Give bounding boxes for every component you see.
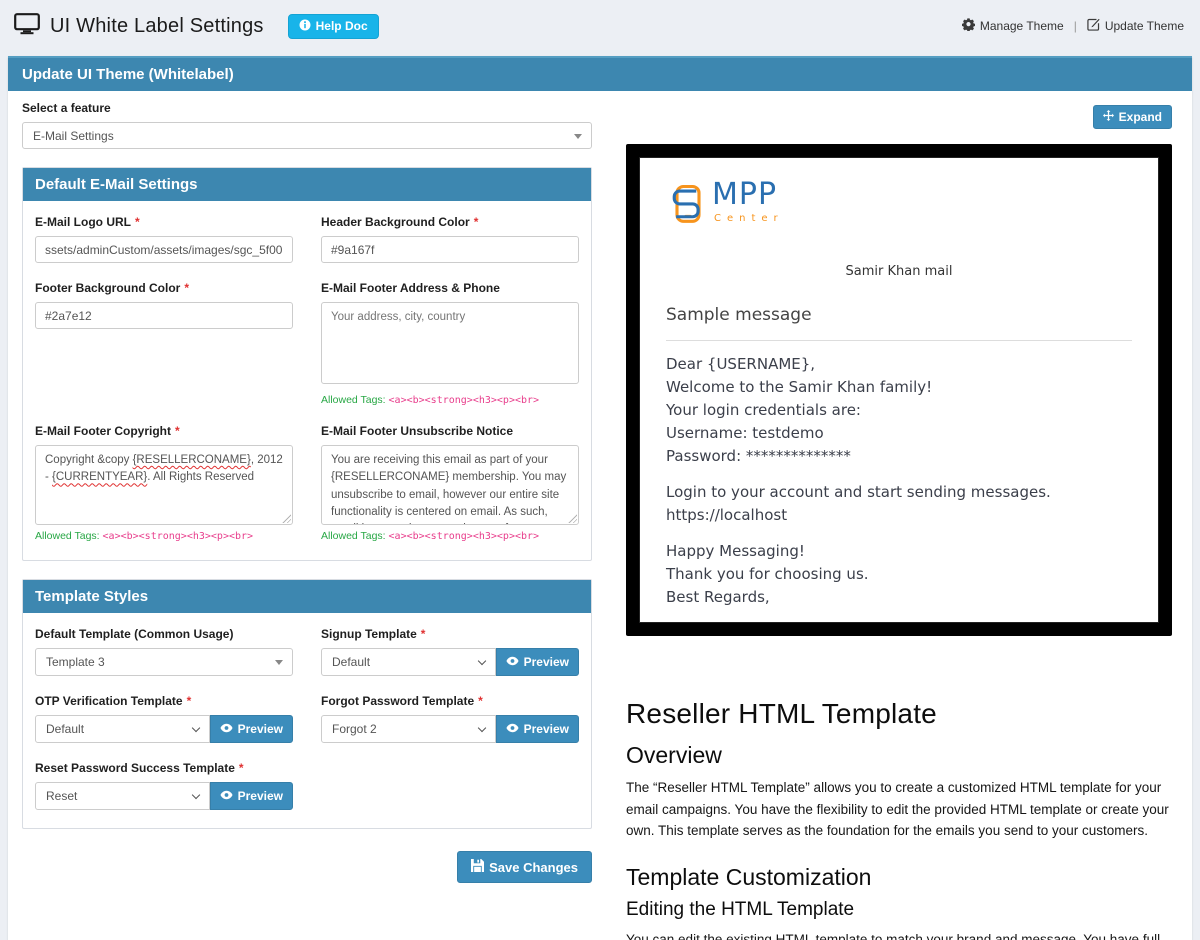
resize-grip[interactable] <box>567 513 577 523</box>
mail-subject: Sample message <box>666 305 812 325</box>
required-marker: * <box>238 761 244 775</box>
field-otp-template: OTP Verification Template * Default Previ… <box>35 694 293 743</box>
docs-overview-heading: Overview <box>626 742 722 768</box>
otp-preview-button[interactable]: Preview <box>209 715 293 743</box>
required-marker: * <box>420 627 426 641</box>
mail-url: https://localhost <box>666 506 788 524</box>
required-marker: * <box>175 424 180 438</box>
docs-customization-heading: Template Customization <box>626 863 872 890</box>
allowed-tags-note: Allowed Tags: <a><b><strong><h3><p><br> <box>35 530 254 542</box>
mail-happy: Happy Messaging! <box>666 542 805 560</box>
footer-address-textarea[interactable] <box>321 302 579 384</box>
reset-template-select[interactable]: Reset <box>35 782 210 810</box>
monitor-icon <box>14 12 40 40</box>
docs-title: Reseller HTML Template <box>626 698 937 729</box>
update-theme-link[interactable]: Update Theme <box>1087 18 1184 34</box>
field-reset-template: Reset Password Success Template * Reset P… <box>35 761 293 810</box>
mail-password: Password: ************** <box>666 447 851 465</box>
mail-thanks: Thank you for choosing us. <box>666 565 869 583</box>
eye-icon <box>220 789 233 803</box>
banner-title: Update UI Theme (Whitelabel) <box>8 56 1192 91</box>
chevron-down-icon <box>191 790 200 800</box>
docs-section: Reseller HTML Template Overview The “Res… <box>626 698 1172 940</box>
forgot-preview-button[interactable]: Preview <box>495 715 579 743</box>
logo-subtext: Center <box>714 213 784 224</box>
field-email-logo-url: E-Mail Logo URL * <box>35 215 293 263</box>
template-styles-panel: Template Styles Default Template (Common… <box>22 579 592 829</box>
email-preview-screen: MPP Center Samir Khan mail Sample messag… <box>639 157 1159 623</box>
required-marker: * <box>473 215 479 229</box>
chevron-down-icon <box>477 723 486 733</box>
mail-login-line: Login to your account and start sending … <box>666 483 1051 501</box>
forgot-template-select[interactable]: Forgot 2 <box>321 715 496 743</box>
eye-icon <box>506 722 519 736</box>
eye-icon <box>220 722 233 736</box>
expand-button[interactable]: Expand <box>1092 105 1172 129</box>
signup-preview-button[interactable]: Preview <box>495 648 579 676</box>
content-card: Update UI Theme (Whitelabel) Select a fe… <box>8 56 1192 940</box>
field-forgot-template: Forgot Password Template * Forgot 2 Previ… <box>321 694 579 743</box>
mail-body: Dear {USERNAME}, Welcome to the Samir Kh… <box>666 354 1132 608</box>
top-bar: UI White Label Settings Help Doc Manage … <box>0 0 1200 52</box>
required-marker: * <box>186 694 192 708</box>
docs-editing-heading: Editing the HTML Template <box>626 898 855 920</box>
chevron-down-icon <box>477 656 486 666</box>
resize-grip[interactable] <box>281 513 291 523</box>
mail-divider <box>666 340 1132 341</box>
link-separator: | <box>1073 19 1077 33</box>
feature-select[interactable]: E-Mail Settings <box>22 122 592 149</box>
email-logo-url-input[interactable] <box>35 236 293 263</box>
default-template-select[interactable]: Template 3 <box>35 648 293 676</box>
footer-unsubscribe-textarea[interactable]: You are receiving this email as part of … <box>321 445 579 525</box>
mail-welcome: Welcome to the Samir Khan family! <box>666 378 933 396</box>
signup-template-select[interactable]: Default <box>321 648 496 676</box>
expand-icon <box>1102 110 1114 124</box>
gear-icon <box>961 18 975 34</box>
mail-creds-intro: Your login credentials are: <box>666 401 861 419</box>
panel-title: Template Styles <box>23 580 591 613</box>
required-marker: * <box>184 281 190 295</box>
required-marker: * <box>478 694 483 708</box>
chevron-down-icon <box>574 134 582 139</box>
reset-preview-button[interactable]: Preview <box>209 782 293 810</box>
footer-copyright-textarea[interactable]: Copyright &copy {RESELLERCONAME}, 2012 -… <box>35 445 293 525</box>
chevron-down-icon <box>275 660 283 665</box>
panel-title: Default E-Mail Settings <box>23 168 591 201</box>
otp-template-select[interactable]: Default <box>35 715 210 743</box>
field-footer-address: E-Mail Footer Address & Phone Allowed Ta… <box>321 281 579 406</box>
logo-text: MPP <box>712 177 778 212</box>
feature-select-label: Select a feature <box>22 101 111 115</box>
info-icon <box>299 19 311 34</box>
field-default-template: Default Template (Common Usage) Template… <box>35 627 293 676</box>
default-email-settings-panel: Default E-Mail Settings E-Mail Logo URL *… <box>22 167 592 561</box>
email-preview-frame: MPP Center Samir Khan mail Sample messag… <box>626 144 1172 636</box>
help-doc-button[interactable]: Help Doc <box>287 13 379 39</box>
smpp-logo-icon <box>666 178 710 232</box>
footer-bg-color-input[interactable] <box>35 302 293 329</box>
field-footer-unsubscribe: E-Mail Footer Unsubscribe Notice You are… <box>321 424 579 542</box>
mail-username: Username: testdemo <box>666 424 824 442</box>
mail-regards: Best Regards, <box>666 588 770 606</box>
field-footer-copyright: E-Mail Footer Copyright * Copyright &copy… <box>35 424 293 542</box>
mail-from-line: Samir Khan mail <box>845 264 953 279</box>
manage-theme-link[interactable]: Manage Theme <box>961 18 1064 34</box>
allowed-tags-note: Allowed Tags: <a><b><strong><h3><p><br> <box>321 530 540 542</box>
header-bg-color-input[interactable] <box>321 236 579 263</box>
save-changes-button[interactable]: Save Changes <box>457 851 592 883</box>
eye-icon <box>506 655 519 669</box>
brand-logo: MPP Center <box>666 178 1132 232</box>
required-marker: * <box>135 215 140 229</box>
field-header-bg-color: Header Background Color * <box>321 215 579 263</box>
field-signup-template: Signup Template * Default Preview <box>321 627 579 676</box>
mail-greeting: Dear {USERNAME}, <box>666 355 816 373</box>
edit-icon <box>1087 18 1100 34</box>
allowed-tags-note: Allowed Tags: <a><b><strong><h3><p><br> <box>321 394 540 406</box>
field-footer-bg-color: Footer Background Color * <box>35 281 293 329</box>
chevron-down-icon <box>191 723 200 733</box>
docs-overview-text: The “Reseller HTML Template” allows you … <box>626 780 1169 839</box>
docs-editing-text: You can edit the existing HTML template … <box>626 931 1161 940</box>
page-title: UI White Label Settings <box>50 14 264 37</box>
save-icon <box>471 859 485 875</box>
